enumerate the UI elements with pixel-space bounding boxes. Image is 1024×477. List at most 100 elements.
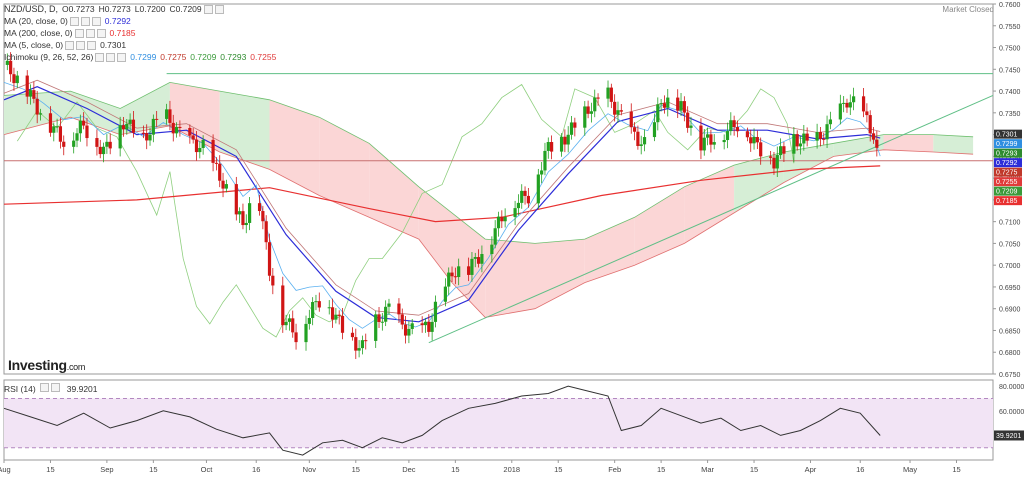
candle-body xyxy=(639,144,643,146)
time-tick-label: Apr xyxy=(805,465,817,474)
price-value-tag-label: 0.7293 xyxy=(996,151,1018,158)
candle-body xyxy=(632,127,637,132)
price-tick-label: 0.6950 xyxy=(999,285,1021,292)
candle-body xyxy=(875,139,879,148)
candle-body xyxy=(148,134,152,141)
ichimoku-cloud-segment xyxy=(734,152,784,213)
close-icon[interactable] xyxy=(87,40,97,50)
candle-body xyxy=(792,134,796,154)
candle-body xyxy=(540,170,544,175)
time-tick-label: 15 xyxy=(657,465,665,474)
legend-row: MA (5, close, 0) 0.7301 xyxy=(4,39,276,51)
visibility-icon[interactable] xyxy=(106,52,116,62)
candle-body xyxy=(563,136,567,145)
close-icon[interactable] xyxy=(51,383,61,392)
ichimoku-cloud-segment xyxy=(584,217,635,283)
candle-body xyxy=(516,202,521,209)
visibility-icon[interactable] xyxy=(80,16,90,26)
settings-icon[interactable] xyxy=(203,4,213,14)
candle-body xyxy=(423,321,428,326)
settings-icon[interactable] xyxy=(95,52,105,62)
rsi-tick-label: 60.0000 xyxy=(999,409,1024,416)
ichimoku-cloud-segment xyxy=(369,143,419,240)
visibility-icon[interactable] xyxy=(85,28,95,38)
legend-value: 0.7299 xyxy=(130,52,157,62)
candle-body xyxy=(659,103,663,105)
candle-body xyxy=(775,155,779,169)
settings-icon[interactable] xyxy=(74,28,84,38)
price-value-tag xyxy=(994,186,1022,196)
candle-body xyxy=(174,126,179,134)
rsi-tick-label: 80.0000 xyxy=(999,384,1024,391)
close-icon[interactable] xyxy=(96,28,106,38)
candle-body xyxy=(662,103,667,108)
candle-body xyxy=(735,127,740,132)
candle-body xyxy=(15,75,19,84)
settings-icon[interactable] xyxy=(69,16,79,26)
candle-body xyxy=(666,97,670,108)
candle-body xyxy=(141,132,145,134)
price-value-tag-label: 0.7299 xyxy=(996,141,1018,148)
candle-body xyxy=(755,137,759,143)
time-tick-label: 15 xyxy=(149,465,157,474)
candle-body xyxy=(838,103,842,120)
candle-body xyxy=(616,110,620,115)
chikou-span xyxy=(16,83,795,338)
candle-body xyxy=(38,113,43,115)
candle-body xyxy=(453,276,457,278)
candle-body xyxy=(467,266,471,275)
close-icon[interactable] xyxy=(91,16,101,26)
candle-body xyxy=(699,125,703,151)
time-tick-label: 2018 xyxy=(503,465,520,474)
candle-body xyxy=(520,190,524,203)
candle-body xyxy=(523,190,527,196)
candle-body xyxy=(430,321,434,332)
ma-200-line xyxy=(3,165,881,223)
time-tick-label: 15 xyxy=(352,465,360,474)
candle-body xyxy=(868,115,872,134)
candle-body xyxy=(596,97,600,99)
candle-body xyxy=(772,157,776,169)
candle-body xyxy=(476,257,481,264)
candle-body xyxy=(125,123,129,130)
candle-body xyxy=(35,98,39,115)
candle-body xyxy=(457,266,461,278)
settings-icon[interactable] xyxy=(40,383,50,392)
candle-body xyxy=(583,106,587,128)
candle-body xyxy=(221,180,225,189)
settings-icon[interactable] xyxy=(65,40,75,50)
ichimoku-cloud-segment xyxy=(783,143,834,183)
time-tick-label: Mar xyxy=(701,465,714,474)
candle-body xyxy=(261,211,265,222)
candle-body xyxy=(304,323,308,343)
legend-value: 0.7293 xyxy=(220,52,247,62)
candle-body xyxy=(606,87,610,99)
candle-body xyxy=(58,126,63,142)
low-value: L0.7200 xyxy=(134,4,166,14)
candle-body xyxy=(198,147,202,153)
time-tick-label: 15 xyxy=(46,465,54,474)
visibility-icon[interactable] xyxy=(76,40,86,50)
candle-body xyxy=(340,315,345,333)
candle-body xyxy=(450,272,454,277)
price-tick-label: 0.7050 xyxy=(999,241,1021,248)
ichimoku-cloud-segment xyxy=(883,134,934,152)
candle-body xyxy=(871,133,876,140)
candle-body xyxy=(311,302,315,318)
candle-body xyxy=(101,146,106,155)
candle-body xyxy=(559,136,564,152)
candle-body xyxy=(861,96,866,112)
candle-body xyxy=(62,141,66,147)
close-icon[interactable] xyxy=(117,52,127,62)
close-icon[interactable] xyxy=(214,4,224,14)
candle-body xyxy=(55,126,59,128)
candle-body xyxy=(314,301,318,303)
candle-body xyxy=(769,156,773,158)
candle-body xyxy=(294,332,298,343)
candle-body xyxy=(732,120,736,128)
candle-body xyxy=(729,120,733,132)
ichimoku-cloud-segment xyxy=(319,117,370,218)
candle-body xyxy=(75,133,79,141)
candle-body xyxy=(72,140,76,147)
